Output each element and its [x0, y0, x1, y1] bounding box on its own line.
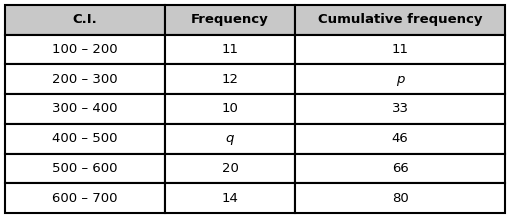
Bar	[164, 65, 295, 94]
Bar	[164, 5, 295, 35]
Bar	[5, 94, 164, 124]
Text: 33: 33	[391, 102, 408, 116]
Bar	[295, 153, 504, 183]
Text: C.I.: C.I.	[72, 13, 97, 26]
Text: 300 – 400: 300 – 400	[52, 102, 118, 116]
Text: 500 – 600: 500 – 600	[52, 162, 118, 175]
Text: q: q	[225, 132, 234, 145]
Bar	[164, 183, 295, 213]
Text: 66: 66	[391, 162, 408, 175]
Bar	[5, 153, 164, 183]
Bar	[5, 35, 164, 65]
Text: Frequency: Frequency	[191, 13, 268, 26]
Bar	[5, 5, 164, 35]
Bar	[164, 153, 295, 183]
Text: 80: 80	[391, 192, 408, 205]
Bar	[295, 65, 504, 94]
Text: 200 – 300: 200 – 300	[52, 73, 118, 86]
Text: p: p	[395, 73, 404, 86]
Text: 46: 46	[391, 132, 408, 145]
Bar	[295, 94, 504, 124]
Text: 400 – 500: 400 – 500	[52, 132, 118, 145]
Bar	[295, 124, 504, 153]
Text: 12: 12	[221, 73, 238, 86]
Text: 600 – 700: 600 – 700	[52, 192, 118, 205]
Text: Cumulative frequency: Cumulative frequency	[317, 13, 482, 26]
Text: 11: 11	[391, 43, 408, 56]
Bar	[5, 65, 164, 94]
Text: 11: 11	[221, 43, 238, 56]
Text: 14: 14	[221, 192, 238, 205]
Bar	[164, 35, 295, 65]
Bar	[164, 124, 295, 153]
Text: 20: 20	[221, 162, 238, 175]
Bar	[5, 124, 164, 153]
Bar	[295, 5, 504, 35]
Bar	[5, 183, 164, 213]
Bar	[295, 35, 504, 65]
Bar	[295, 183, 504, 213]
Text: 100 – 200: 100 – 200	[52, 43, 118, 56]
Text: 10: 10	[221, 102, 238, 116]
Bar	[164, 94, 295, 124]
